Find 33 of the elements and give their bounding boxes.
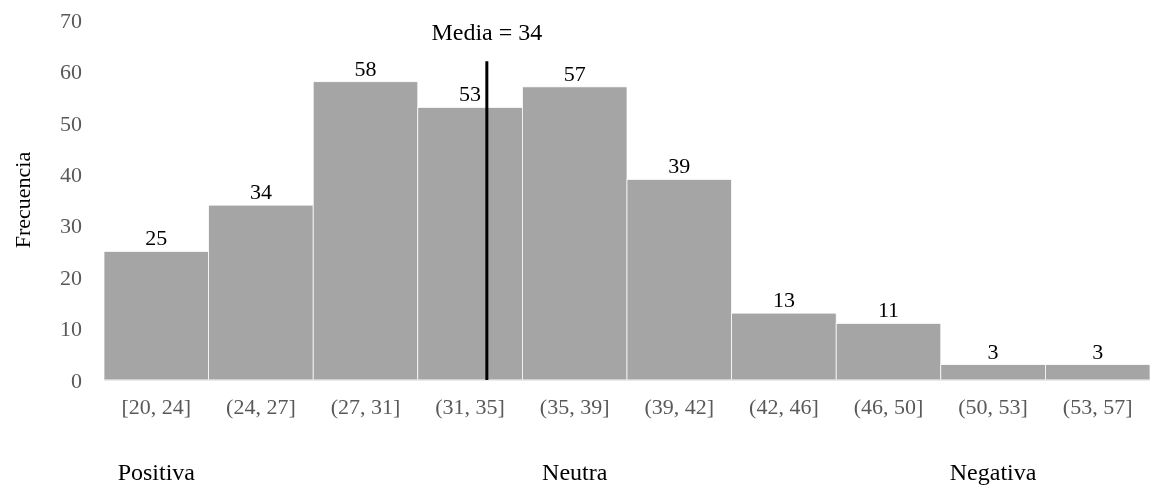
text: Negativa <box>949 459 1037 485</box>
data-label: 58 <box>354 55 377 81</box>
text: Neutra <box>542 459 608 485</box>
data-label: 39 <box>668 153 691 179</box>
x-tick-label: (42, 46] <box>749 394 819 419</box>
y-tick-label: 30 <box>60 213 82 239</box>
y-tick-label: 40 <box>60 161 82 187</box>
data-label: 34 <box>249 179 272 205</box>
data-label: 25 <box>145 225 168 251</box>
data-label: 13 <box>772 287 795 313</box>
y-tick-label: 60 <box>60 59 82 85</box>
y-tick-label: 50 <box>60 110 82 136</box>
x-tick-label: (50, 53] <box>958 394 1028 419</box>
y-tick-label: 70 <box>60 7 82 33</box>
y-tick-label: 0 <box>71 367 82 393</box>
x-tick-label: (39, 42] <box>644 394 715 419</box>
ref-line-label: Media = 34 <box>431 19 543 45</box>
x-tick-label: (31, 35] <box>435 394 505 419</box>
y-axis-title: Frecuencia <box>10 151 35 249</box>
x-tick-label: (35, 39] <box>539 394 610 419</box>
x-tick-label: (46, 50] <box>853 394 924 419</box>
x-tick-label: (53, 57] <box>1062 394 1133 419</box>
text: Positiva <box>117 459 196 485</box>
data-label: 57 <box>563 60 586 86</box>
data-label: 11 <box>877 297 900 323</box>
x-tick-label: (24, 27] <box>226 394 296 419</box>
data-label: 3 <box>1092 338 1104 364</box>
x-tick-label: (27, 31] <box>330 394 401 419</box>
x-tick-label: [20, 24] <box>121 394 192 419</box>
data-label: 3 <box>987 338 999 364</box>
y-tick-label: 20 <box>60 264 82 290</box>
data-label: 53 <box>459 81 482 107</box>
y-tick-label: 10 <box>60 316 82 342</box>
